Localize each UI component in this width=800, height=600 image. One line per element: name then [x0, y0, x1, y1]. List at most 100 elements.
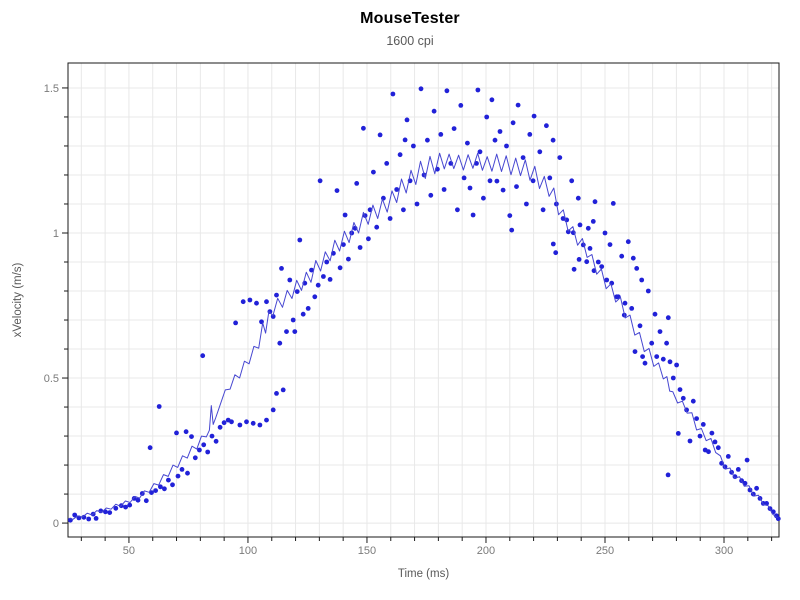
- data-point: [441, 187, 447, 192]
- data-point: [334, 188, 340, 194]
- data-point: [411, 143, 416, 149]
- data-point: [487, 178, 493, 184]
- data-point: [401, 207, 406, 213]
- data-point: [205, 449, 211, 455]
- data-point: [524, 201, 529, 207]
- data-point: [507, 213, 513, 219]
- data-point: [179, 467, 185, 472]
- data-point: [706, 449, 711, 455]
- data-point: [500, 187, 506, 193]
- data-point: [674, 362, 679, 368]
- data-point: [677, 387, 683, 392]
- data-point: [461, 175, 467, 181]
- x-axis-title: Time (ms): [398, 568, 449, 580]
- smoothed-velocity-line: [68, 152, 778, 520]
- data-point: [321, 274, 326, 279]
- x-tick-label: 300: [715, 545, 733, 557]
- data-point: [174, 430, 179, 436]
- data-point: [481, 195, 486, 201]
- data-point: [153, 488, 159, 493]
- data-point: [531, 113, 537, 119]
- data-point: [592, 199, 598, 205]
- data-point: [652, 311, 658, 317]
- data-point: [341, 242, 346, 248]
- data-point: [458, 103, 464, 108]
- data-point: [625, 239, 631, 245]
- data-point: [404, 117, 410, 123]
- data-point: [274, 292, 279, 298]
- plot-border: [67, 62, 780, 538]
- data-point: [735, 467, 741, 472]
- data-point: [233, 320, 239, 326]
- data-point: [414, 201, 420, 207]
- data-point: [514, 184, 519, 190]
- data-point: [428, 192, 434, 198]
- data-point: [470, 212, 476, 218]
- data-point: [642, 360, 648, 366]
- data-point: [221, 420, 227, 426]
- data-point: [135, 497, 141, 503]
- data-point: [497, 129, 503, 134]
- chart-subtitle: 1600 cpi: [386, 34, 434, 48]
- data-point: [634, 266, 640, 271]
- data-point: [264, 299, 269, 305]
- data-point: [595, 259, 601, 265]
- data-point: [509, 227, 515, 233]
- data-point: [170, 482, 175, 488]
- data-point: [274, 391, 279, 396]
- data-point: [431, 108, 437, 114]
- data-point: [467, 185, 473, 191]
- data-point: [576, 257, 582, 262]
- data-point: [209, 433, 215, 439]
- axis-ticks: [62, 87, 773, 543]
- data-point: [670, 375, 676, 381]
- data-point: [394, 187, 400, 192]
- data-point: [565, 229, 571, 235]
- data-point: [123, 504, 128, 510]
- y-tick-label: 1: [53, 228, 59, 240]
- x-tick-label: 200: [477, 545, 495, 557]
- data-point: [346, 256, 351, 262]
- y-tick-label: 0.5: [44, 373, 59, 385]
- y-axis-title: xVelocity (m/s): [12, 262, 24, 337]
- data-point: [402, 137, 408, 143]
- data-point: [590, 219, 596, 224]
- data-point: [527, 132, 533, 137]
- data-point: [632, 349, 638, 354]
- data-point: [492, 137, 498, 143]
- data-point: [540, 207, 546, 213]
- data-point: [324, 259, 330, 265]
- data-point: [553, 250, 559, 256]
- data-point: [645, 288, 651, 294]
- data-point: [113, 505, 119, 511]
- data-point: [166, 477, 171, 483]
- data-point: [515, 102, 521, 108]
- data-point: [240, 299, 246, 305]
- data-point: [294, 289, 300, 294]
- data-point: [257, 422, 263, 428]
- data-point: [744, 457, 750, 463]
- data-point: [610, 201, 616, 206]
- data-point: [687, 438, 693, 444]
- data-point: [667, 359, 673, 365]
- data-point: [217, 424, 223, 430]
- data-point: [305, 306, 311, 311]
- data-point: [247, 297, 253, 303]
- data-point: [725, 454, 731, 459]
- data-point: [622, 300, 628, 306]
- data-point: [465, 140, 470, 146]
- data-point: [537, 149, 543, 155]
- gridlines: [68, 63, 779, 537]
- data-point: [149, 490, 154, 495]
- data-point: [697, 433, 703, 439]
- data-point: [504, 143, 509, 149]
- data-point: [81, 514, 87, 520]
- data-point: [585, 225, 591, 231]
- x-tick-label: 150: [358, 545, 376, 557]
- data-point: [577, 222, 583, 228]
- data-point: [547, 175, 553, 181]
- data-point: [158, 484, 163, 490]
- data-point: [366, 236, 371, 242]
- data-point: [557, 155, 563, 161]
- data-point: [694, 416, 699, 421]
